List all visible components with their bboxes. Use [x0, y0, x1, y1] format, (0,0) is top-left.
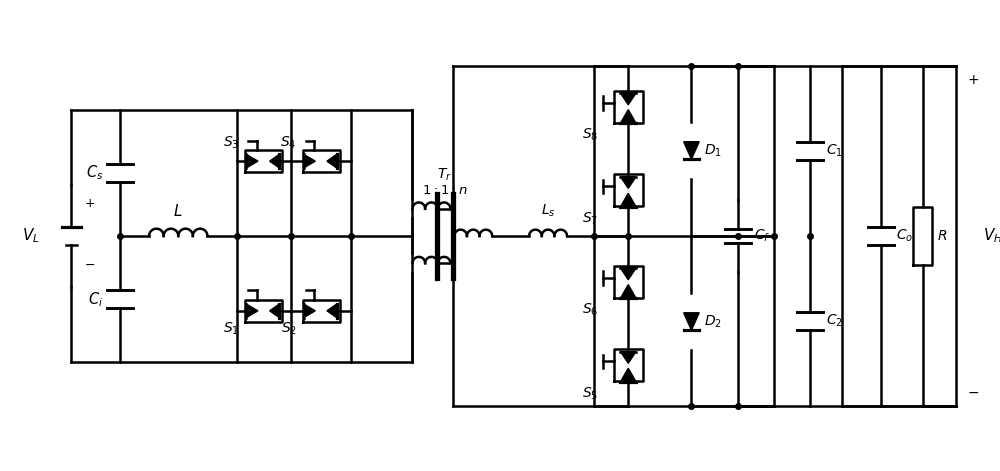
- Polygon shape: [620, 177, 636, 188]
- Polygon shape: [304, 304, 315, 317]
- Text: $R$: $R$: [937, 229, 948, 243]
- Text: $L_s$: $L_s$: [541, 203, 555, 219]
- Polygon shape: [620, 93, 636, 105]
- Polygon shape: [246, 154, 258, 168]
- Text: $-$: $-$: [967, 384, 980, 398]
- Polygon shape: [684, 142, 699, 159]
- Text: $D_2$: $D_2$: [704, 313, 722, 330]
- Text: $C_o$: $C_o$: [896, 228, 914, 244]
- Polygon shape: [620, 284, 636, 298]
- Polygon shape: [327, 154, 337, 168]
- Text: $S_5$: $S_5$: [582, 385, 598, 402]
- Polygon shape: [327, 304, 337, 317]
- Text: $+$: $+$: [967, 73, 980, 88]
- Text: $S_6$: $S_6$: [582, 301, 598, 318]
- Text: $S_1$: $S_1$: [223, 321, 240, 337]
- Text: $C_2$: $C_2$: [826, 313, 842, 329]
- Text: $S_3$: $S_3$: [223, 135, 240, 152]
- Polygon shape: [620, 193, 636, 207]
- Text: $V_H$: $V_H$: [983, 227, 1000, 245]
- Text: $-$: $-$: [84, 258, 95, 271]
- Text: $C_i$: $C_i$: [88, 290, 103, 309]
- Text: $T_r$: $T_r$: [437, 166, 452, 183]
- Text: $1:1:n$: $1:1:n$: [422, 184, 467, 197]
- Text: $S_7$: $S_7$: [582, 210, 598, 227]
- Polygon shape: [620, 368, 636, 382]
- Polygon shape: [270, 304, 279, 317]
- Text: $V_L$: $V_L$: [22, 227, 39, 245]
- Text: $L$: $L$: [173, 203, 183, 219]
- Text: $+$: $+$: [84, 197, 95, 210]
- Polygon shape: [270, 154, 279, 168]
- Text: $C_f$: $C_f$: [754, 228, 770, 244]
- Polygon shape: [246, 304, 258, 317]
- Polygon shape: [304, 154, 315, 168]
- Text: $D_1$: $D_1$: [704, 142, 722, 159]
- Text: $S_2$: $S_2$: [281, 321, 297, 337]
- Text: $C_1$: $C_1$: [826, 143, 842, 159]
- Polygon shape: [620, 268, 636, 280]
- Polygon shape: [684, 313, 699, 330]
- Polygon shape: [620, 110, 636, 123]
- Text: $C_s$: $C_s$: [86, 163, 103, 182]
- Polygon shape: [620, 352, 636, 363]
- Text: $S_4$: $S_4$: [280, 135, 297, 152]
- Text: $S_8$: $S_8$: [582, 127, 598, 143]
